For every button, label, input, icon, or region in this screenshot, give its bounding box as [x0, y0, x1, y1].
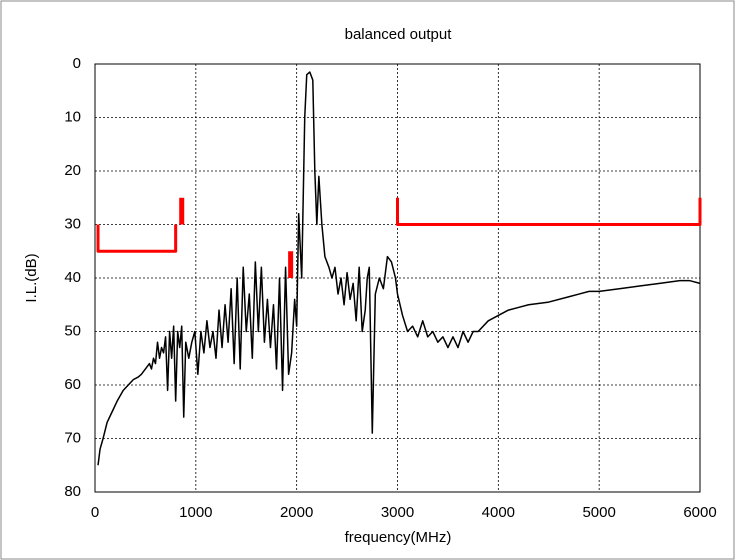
y-tick-label: 50 — [64, 322, 81, 339]
x-tick-label: 1000 — [179, 504, 212, 521]
chart-title: balanced output — [345, 26, 453, 43]
x-axis-label: frequency(MHz) — [345, 529, 452, 546]
y-tick-label: 70 — [64, 429, 81, 446]
y-tick-label: 80 — [64, 483, 81, 500]
x-tick-label: 0 — [91, 504, 99, 521]
y-tick-label: 40 — [64, 269, 81, 286]
x-tick-label: 2000 — [280, 504, 313, 521]
series-line — [396, 197, 702, 226]
series-line — [97, 71, 701, 466]
plot-border — [94, 63, 701, 493]
x-tick-label: 4000 — [482, 504, 515, 521]
y-tick-label: 30 — [64, 215, 81, 232]
y-axis-label: I.L.(dB) — [23, 253, 40, 302]
x-tick-label: 6000 — [683, 504, 716, 521]
series-line — [96, 224, 178, 253]
x-tick-label: 5000 — [582, 504, 615, 521]
y-tick-label: 60 — [64, 376, 81, 393]
y-tick-label: 20 — [64, 162, 81, 179]
x-tick-label: 3000 — [381, 504, 414, 521]
y-tick-label: 0 — [73, 55, 81, 72]
y-tick-label: 10 — [64, 108, 81, 125]
